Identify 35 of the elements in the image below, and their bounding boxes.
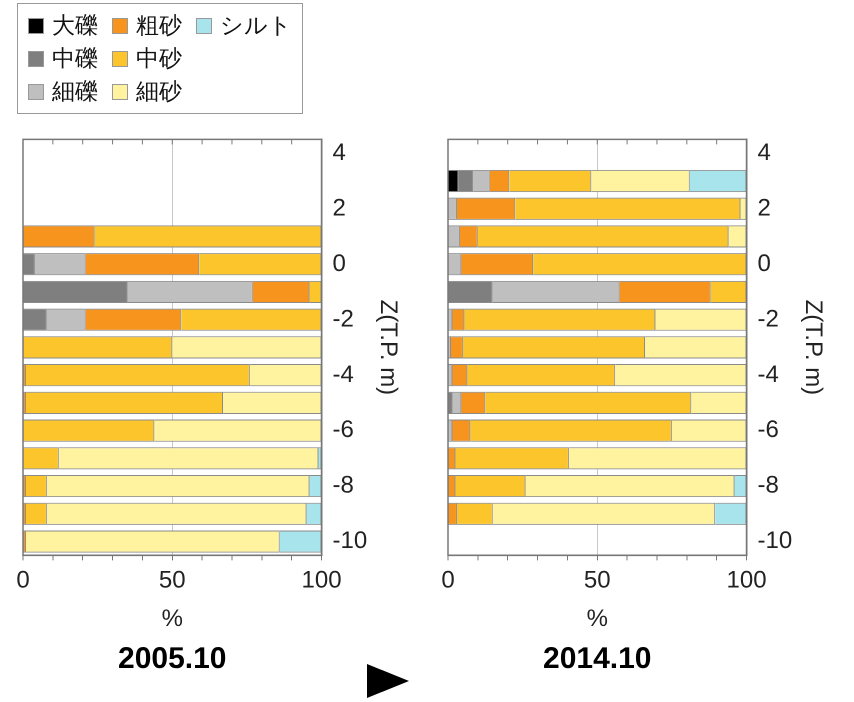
x-axis-title: % [162,605,183,632]
y-tick-label: 4 [332,138,346,166]
y-tick-label: -2 [758,305,779,332]
legend-label: 細礫 [52,78,98,107]
x-tick-label: 50 [584,566,611,594]
y-tick-label: 2 [758,194,771,222]
x-tick-label: 0 [441,566,455,594]
x-tick-label: 50 [158,566,186,594]
x-axis-title: % [586,605,608,632]
y-tick-label: -8 [758,472,779,499]
x-tick-label: 100 [301,566,342,594]
legend-label: 中砂 [136,45,182,74]
y-tick-label: -10 [758,527,792,554]
legend-label: 粗砂 [136,12,182,41]
y-tick-label: -10 [332,527,368,554]
legend-label: 中礫 [52,45,98,74]
legend-label: 細砂 [136,78,182,107]
y-tick-label: -4 [332,360,354,388]
y-tick-label: 0 [758,250,771,277]
text: 2005.10 [117,642,228,676]
y-tick-label: -6 [758,416,779,444]
y-tick-label: -4 [758,360,779,388]
y-tick-label: -2 [332,305,354,332]
y-tick-label: 2 [332,194,346,222]
y-tick-label: 0 [332,250,346,277]
x-tick-label: 0 [16,566,30,594]
y-tick-label: -6 [332,416,354,444]
y-axis-title: Z(T.P. m) [800,300,827,396]
y-axis-title: Z(T.P. m) [374,300,402,396]
text: 2014.10 [542,642,652,676]
legend-label: 大礫 [52,12,98,41]
x-tick-label: 100 [726,566,767,594]
y-tick-label: -8 [332,472,354,499]
y-tick-label: 4 [758,138,771,166]
legend-label: シルト [220,12,292,41]
